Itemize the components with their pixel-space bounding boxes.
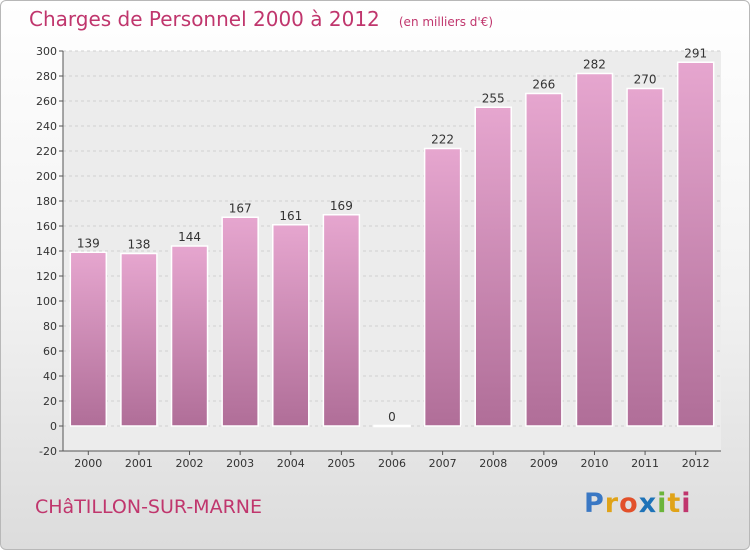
logo-letter: t — [667, 488, 682, 519]
y-tick-label: 120 — [36, 270, 57, 283]
data-label: 144 — [178, 230, 201, 244]
bar — [575, 72, 614, 427]
data-label: 138 — [127, 238, 150, 252]
data-label: 161 — [279, 209, 302, 223]
y-tick-label: 280 — [36, 70, 57, 83]
data-label: 169 — [330, 199, 353, 213]
bar — [170, 245, 209, 427]
x-tick-label: 2009 — [530, 457, 558, 470]
x-tick-label: 2004 — [277, 457, 305, 470]
logo-letter: o — [619, 488, 639, 519]
x-tick-label: 2011 — [631, 457, 659, 470]
y-tick-label: 200 — [36, 170, 57, 183]
data-label: 222 — [431, 133, 454, 147]
x-tick-label: 2012 — [682, 457, 710, 470]
chart-subtitle: (en milliers d'€) — [398, 15, 493, 29]
commune-name: CHâTILLON-SUR-MARNE — [35, 496, 262, 518]
y-tick-label: 80 — [43, 320, 57, 333]
bar — [373, 424, 411, 428]
x-tick-label: 2000 — [74, 457, 102, 470]
y-tick-label: 60 — [43, 345, 57, 358]
data-label: 270 — [634, 73, 657, 87]
y-tick-label: 100 — [36, 295, 57, 308]
logo-letter: r — [604, 488, 620, 519]
x-tick-label: 2007 — [429, 457, 457, 470]
chart-title-block: Charges de Personnel 2000 à 2012 (en mil… — [29, 7, 493, 31]
x-tick-label: 2001 — [125, 457, 153, 470]
y-tick-label: 160 — [36, 220, 57, 233]
data-label: 255 — [482, 91, 505, 105]
chart-title: Charges de Personnel 2000 à 2012 — [29, 7, 380, 31]
y-tick-label: 300 — [36, 45, 57, 58]
y-tick-label: 180 — [36, 195, 57, 208]
x-tick-label: 2006 — [378, 457, 406, 470]
y-tick-label: 20 — [43, 395, 57, 408]
logo-letter: i — [681, 488, 692, 519]
data-label: 0 — [388, 410, 396, 424]
bar — [272, 224, 310, 427]
y-tick-label: -20 — [39, 445, 57, 458]
y-tick-label: 240 — [36, 120, 57, 133]
bar — [120, 252, 158, 427]
data-label: 291 — [684, 46, 707, 60]
y-tick-label: 260 — [36, 95, 57, 108]
x-tick-label: 2002 — [176, 457, 204, 470]
data-label: 167 — [229, 201, 252, 215]
x-tick-label: 2003 — [226, 457, 254, 470]
x-tick-label: 2010 — [580, 457, 608, 470]
bar — [69, 251, 108, 427]
y-tick-label: 40 — [43, 370, 57, 383]
logo-letter: P — [584, 488, 605, 519]
y-tick-label: 220 — [36, 145, 57, 158]
proxiti-logo[interactable]: Proxiti — [584, 488, 692, 519]
bar — [221, 216, 259, 427]
bar — [626, 87, 664, 427]
logo-letter: x — [638, 488, 658, 519]
bar — [525, 92, 563, 427]
data-label: 282 — [583, 58, 606, 72]
x-tick-label: 2008 — [479, 457, 507, 470]
x-tick-label: 2005 — [327, 457, 355, 470]
data-label: 139 — [77, 236, 100, 250]
logo-letter: i — [657, 488, 668, 519]
bar — [676, 61, 715, 427]
y-tick-label: 140 — [36, 245, 57, 258]
y-tick-label: 0 — [50, 420, 57, 433]
bar — [322, 214, 361, 427]
bar — [423, 147, 462, 427]
bar — [474, 106, 512, 427]
data-label: 266 — [532, 78, 555, 92]
